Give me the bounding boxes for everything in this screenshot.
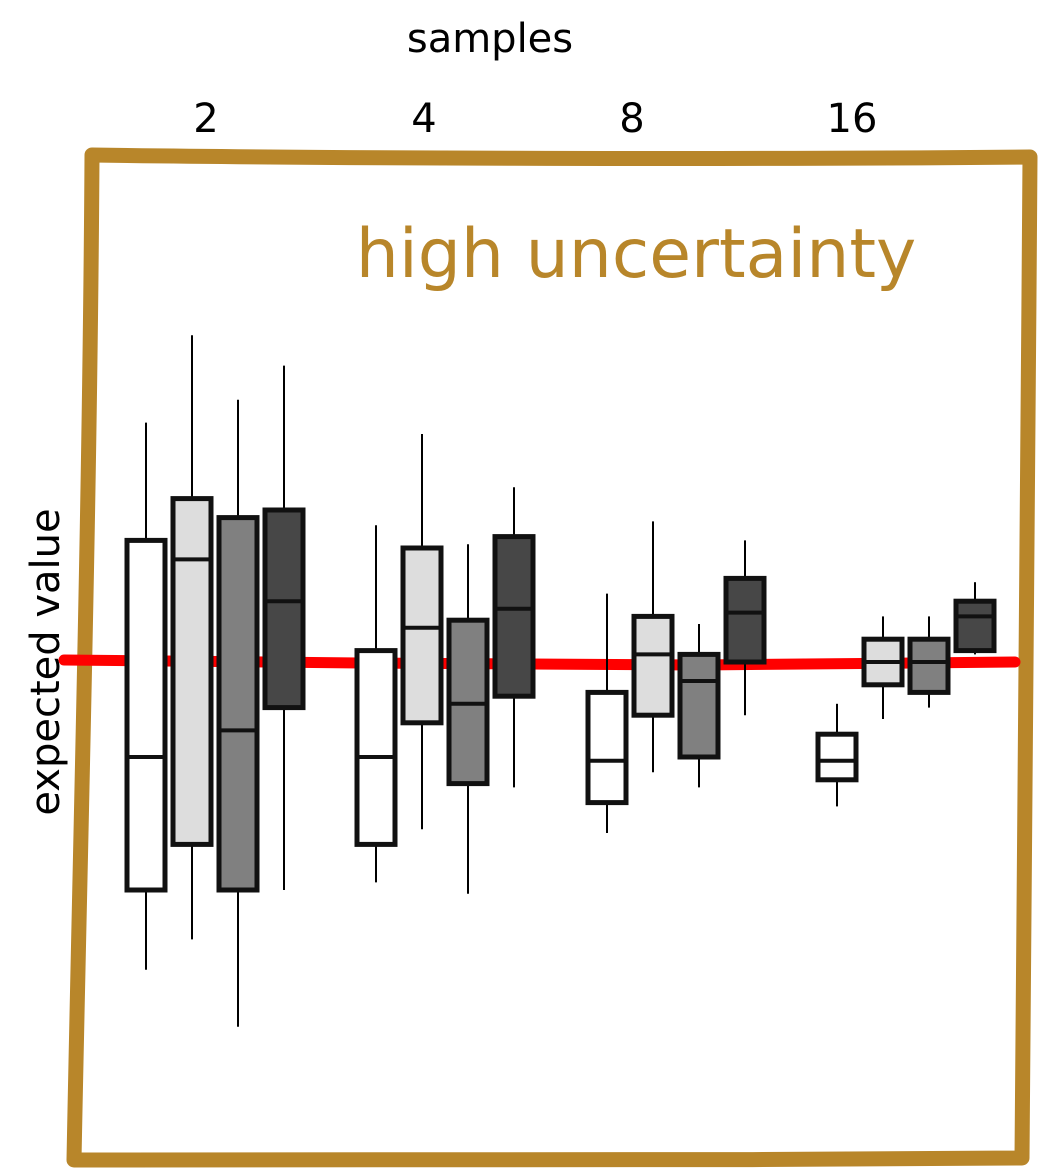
box	[585, 689, 629, 806]
box	[170, 496, 214, 847]
box-plot-4-samples-1	[354, 525, 398, 883]
plot-frame	[66, 147, 1038, 1169]
box-plot-8-samples-1	[585, 593, 629, 833]
box	[677, 651, 721, 760]
box-plot-4-samples-3	[446, 544, 490, 894]
x-axis-title: samples	[407, 16, 573, 62]
box	[723, 575, 767, 665]
box-plot-4-samples-2	[400, 434, 444, 830]
box-plot-8-samples-2	[631, 521, 675, 773]
box-plot-2-samples-4	[262, 365, 306, 890]
box-plot-2-samples-1	[124, 422, 168, 970]
x-tick-label-4: 4	[411, 96, 436, 142]
x-tick-label-8: 8	[619, 96, 644, 142]
annotation-high-uncertainty: high uncertainty	[356, 215, 916, 294]
box	[815, 731, 859, 783]
box	[907, 636, 951, 695]
box-plot-2-samples-3	[216, 399, 260, 1027]
box-plot-16-samples-1	[815, 703, 859, 807]
box-plot-16-samples-3	[907, 616, 951, 708]
box-plot-16-samples-2	[861, 616, 905, 719]
box-plot-4-samples-4	[492, 487, 536, 788]
x-tick-label-2: 2	[193, 96, 218, 142]
box	[631, 613, 675, 718]
box-plot-8-samples-4	[723, 540, 767, 716]
box	[400, 545, 444, 726]
box	[354, 648, 398, 847]
box	[953, 598, 997, 654]
box-plot-16-samples-4	[953, 582, 997, 655]
box	[492, 534, 536, 699]
y-axis-title: expected value	[23, 508, 69, 815]
x-tick-label-16: 16	[827, 96, 878, 142]
box	[124, 537, 168, 893]
box	[216, 515, 260, 893]
box-plot-2-samples-2	[170, 335, 214, 940]
box	[262, 507, 306, 711]
box-plot-8-samples-3	[677, 624, 721, 788]
